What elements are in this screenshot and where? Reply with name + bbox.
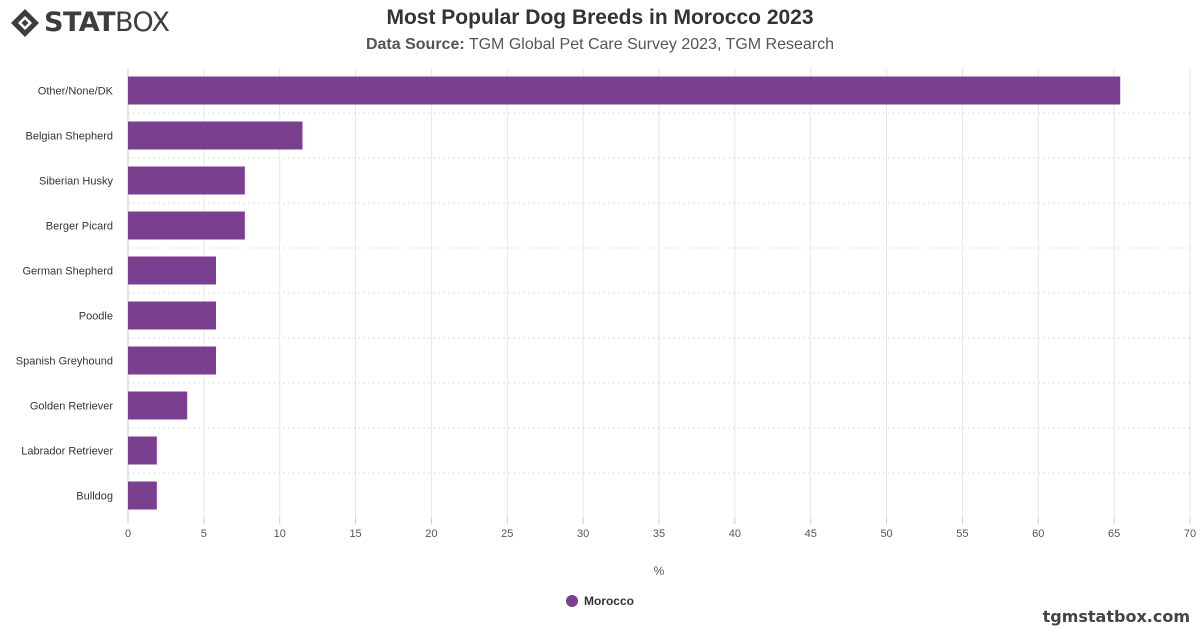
y-category-label: German Shepherd — [23, 266, 114, 278]
bar-spanish-greyhound — [128, 346, 216, 375]
bar-other-none-dk — [128, 76, 1121, 105]
y-category-label: Belgian Shepherd — [26, 131, 113, 143]
statbox-logo-icon — [11, 9, 39, 37]
bar-berger-picard — [128, 211, 245, 240]
bar-chart: 0 5 10 15 20 25 30 35 40 45 50 55 60 65 70 Other/None/D… — [16, 68, 1196, 578]
x-tick-label: 35 — [653, 528, 665, 540]
x-tick-label: 50 — [880, 528, 892, 540]
x-tick-label: 65 — [1108, 528, 1120, 540]
bar-belgian-shepherd — [128, 121, 303, 150]
x-tick-label: 40 — [729, 528, 741, 540]
x-tick-label: 5 — [201, 528, 207, 540]
x-tick-label: 60 — [1032, 528, 1044, 540]
x-tick-label: 15 — [349, 528, 361, 540]
y-category-label: Berger Picard — [46, 221, 113, 233]
chart-subtitle: Data Source: TGM Global Pet Care Survey … — [0, 36, 1200, 54]
x-axis-title: % — [654, 564, 665, 578]
x-tick-label: 20 — [425, 528, 437, 540]
y-category-label: Bulldog — [76, 491, 113, 503]
chart-legend[interactable]: Morocco — [0, 594, 1200, 608]
logo-wordmark: STATBOX — [44, 6, 170, 40]
chart-title: Most Popular Dog Breeds in Morocco 2023 — [386, 6, 814, 29]
logo-text-bold: STAT — [44, 7, 115, 38]
bar-labrador-retriever — [128, 436, 157, 465]
bar-golden-retriever — [128, 391, 188, 420]
y-category-label: Spanish Greyhound — [16, 356, 113, 368]
y-category-label: Poodle — [79, 311, 113, 323]
bar-siberian-husky — [128, 166, 245, 195]
footer-url[interactable]: tgmstatbox.com — [1042, 607, 1190, 626]
x-tick-label: 10 — [274, 528, 286, 540]
legend-marker — [565, 595, 578, 607]
bar-bulldog — [128, 481, 157, 510]
y-category-label: Siberian Husky — [39, 176, 113, 188]
x-tick-label: 70 — [1184, 528, 1196, 540]
y-category-label: Other/None/DK — [38, 86, 114, 98]
x-tick-label: 45 — [805, 528, 817, 540]
logo-text-light: BOX — [114, 7, 170, 38]
x-tick-label: 55 — [956, 528, 968, 540]
bar-poodle — [128, 301, 216, 330]
bar-german-shepherd — [128, 256, 216, 285]
y-category-label: Golden Retriever — [30, 401, 113, 413]
y-category-label: Labrador Retriever — [21, 446, 113, 458]
source-label: Data Source: — [365, 36, 465, 53]
x-tick-label: 30 — [577, 528, 589, 540]
statbox-logo: STATBOX — [10, 6, 170, 40]
x-tick-label: 25 — [501, 528, 513, 540]
x-tick-label: 0 — [125, 528, 131, 540]
source-text: TGM Global Pet Care Survey 2023, TGM Res… — [468, 36, 835, 53]
legend-label: Morocco — [583, 594, 634, 608]
